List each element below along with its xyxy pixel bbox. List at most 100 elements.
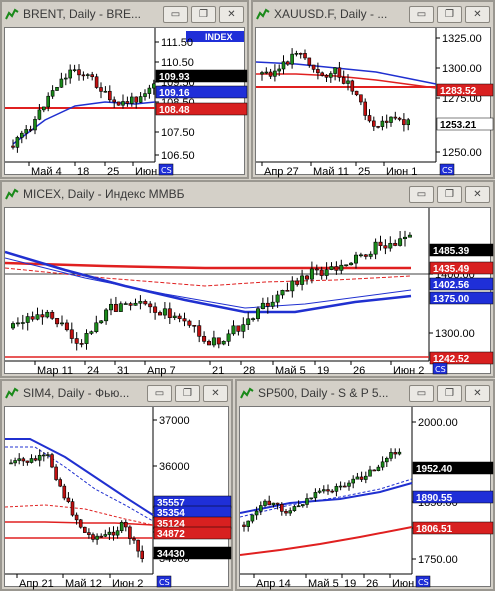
candle-body (389, 452, 393, 459)
minimize-button[interactable]: ▭ (409, 185, 434, 203)
candle-body (37, 454, 42, 461)
candle-body (303, 53, 307, 59)
candle-body (140, 550, 144, 559)
sim4-chart-window[interactable]: SIM4, Daily - Фью... ▭ ❐ ✕ 3700036000350… (0, 379, 233, 591)
xauusd-chart-window[interactable]: XAUUSD.F, Daily - ... ▭ ❐ ✕ 1325.00 1300.… (251, 0, 495, 179)
candle-body (373, 241, 378, 255)
candle-body (305, 498, 309, 505)
price-tag-label: 1485.39 (433, 246, 470, 257)
time-axis-label: 26 (353, 365, 365, 377)
candle-body (62, 485, 67, 499)
candle-body (346, 80, 350, 84)
close-button[interactable]: ✕ (219, 5, 244, 23)
micex-plot-area[interactable]: 1400.00 1300.00 Мар 11 24 31 Апр 7 21 28 Май 5 19… (4, 207, 494, 377)
brent-title: BRENT, Daily - BRE... (23, 7, 142, 21)
price-tag-bg (412, 490, 494, 504)
xauusd-titlebar[interactable]: XAUUSD.F, Daily - ... ▭ ❐ ✕ (253, 2, 493, 26)
time-axis-label: 25 (107, 166, 119, 178)
micex-chart-window[interactable]: MICEX, Daily - Индекс ММВБ ▭ ❐ ✕ 1400.00… (0, 180, 495, 378)
chart-icon (240, 387, 254, 399)
time-axis-label: 24 (87, 365, 99, 377)
time-axis-label: 19 (344, 578, 356, 590)
candle-body (385, 457, 389, 463)
candle-body (91, 534, 95, 540)
minimize-button[interactable]: ▭ (163, 5, 188, 23)
candle-body (317, 490, 322, 493)
candle-body (130, 96, 134, 104)
candle-body (383, 245, 388, 249)
candle-body (182, 318, 187, 322)
moving-average-line (12, 101, 156, 145)
price-tag-label: 1435.49 (433, 264, 470, 275)
minimize-button[interactable]: ▭ (409, 384, 434, 402)
sim4-titlebar[interactable]: SIM4, Daily - Фью... ▭ ❐ ✕ (2, 381, 231, 405)
candle-body (128, 303, 133, 306)
candle-body (118, 303, 123, 312)
price-tag-label: 35354 (157, 508, 185, 519)
candle-body (324, 75, 329, 78)
index-badge (186, 31, 244, 42)
brent-titlebar[interactable]: BRENT, Daily - BRE... ▭ ❐ ✕ (2, 2, 247, 26)
restore-button[interactable]: ❐ (437, 185, 462, 203)
close-button[interactable]: ✕ (465, 384, 490, 402)
time-axis-label: Июн 2 (392, 578, 423, 590)
candle-body (242, 524, 246, 527)
restore-button[interactable]: ❐ (191, 5, 216, 23)
sp500-titlebar[interactable]: SP500, Daily - S & P 5... ▭ ❐ ✕ (237, 381, 493, 405)
time-axis-label: Апр 14 (256, 578, 291, 590)
candle-body (25, 460, 30, 463)
candle-body (115, 530, 120, 536)
candle-body (58, 479, 63, 487)
minimize-button[interactable]: ▭ (147, 384, 172, 402)
candle-body (177, 315, 182, 319)
candle-body (46, 454, 50, 456)
chart-settings-button (432, 362, 448, 375)
restore-button[interactable]: ❐ (437, 5, 462, 23)
price-tag-bg (429, 261, 494, 275)
candle-body (133, 302, 138, 306)
brent-plot-area[interactable]: INDEX111.50110.50109.50108.50107.50106.5… (4, 27, 248, 178)
time-axis-label: 26 (366, 578, 378, 590)
chart-settings-icon: CS (435, 365, 446, 374)
close-button[interactable]: ✕ (203, 384, 228, 402)
candle-body (393, 243, 398, 246)
brent-chart[interactable]: INDEX111.50110.50109.50108.50107.50106.5… (5, 28, 248, 178)
brent-chart-window[interactable]: BRENT, Daily - BRE... ▭ ❐ ✕ INDEX 111.50 1… (0, 0, 249, 179)
moving-average-line (5, 438, 154, 516)
candle-body (54, 466, 58, 480)
restore-button[interactable]: ❐ (437, 384, 462, 402)
minimize-button[interactable]: ▭ (409, 5, 434, 23)
candle-body (376, 126, 380, 128)
candle-body (304, 275, 309, 280)
restore-button[interactable]: ❐ (175, 384, 200, 402)
price-tag-bg (429, 277, 494, 291)
price-axis-label: 1750.00 (418, 554, 458, 566)
time-axis-label: Июн 2 (393, 365, 424, 377)
candle-body (9, 462, 13, 465)
candle-body (99, 87, 103, 92)
time-axis-label: 25 (358, 166, 370, 178)
close-button[interactable]: ✕ (465, 185, 490, 203)
price-axis-label: 36000 (159, 461, 190, 473)
xauusd-plot-area[interactable]: 1325.00 1300.00 1275.00 1250.00 Апр 27 Май 11… (255, 27, 494, 178)
moving-average-line (256, 73, 437, 89)
price-tag-label: 108.48 (159, 105, 190, 116)
candle-body (281, 61, 286, 70)
candle-body (363, 101, 367, 116)
candle-body (236, 325, 241, 332)
close-button[interactable]: ✕ (465, 5, 490, 23)
candle-body (70, 501, 75, 516)
micex-titlebar[interactable]: MICEX, Daily - Индекс ММВБ ▭ ❐ ✕ (2, 182, 493, 206)
candle-body (113, 303, 118, 312)
sp500-chart-window[interactable]: SP500, Daily - S & P 5... ▭ ❐ ✕ 2000.00 1… (235, 379, 495, 591)
minimize-icon: ▭ (154, 387, 165, 399)
candle-body (353, 254, 358, 264)
candle-body (406, 119, 410, 126)
price-axis-label: 37000 (159, 415, 190, 427)
